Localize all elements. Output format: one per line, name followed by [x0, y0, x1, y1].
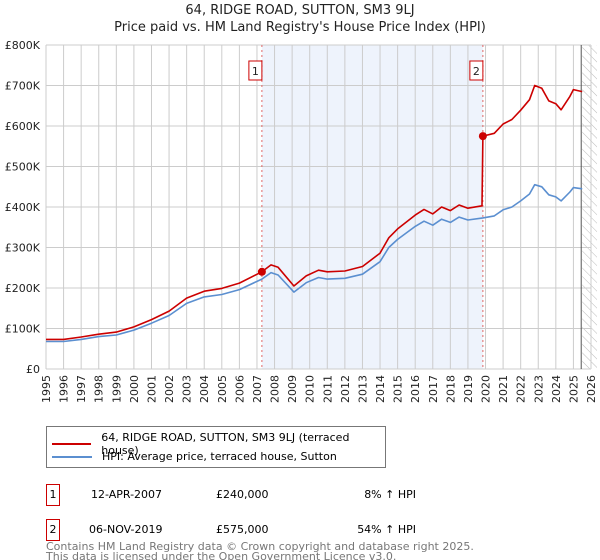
x-tick-label: 2013 [356, 375, 369, 403]
x-tick-label: 2010 [304, 375, 317, 403]
x-tick-label: 2017 [427, 375, 440, 403]
sale-point [478, 132, 487, 141]
footer-licence: This data is licensed under the Open Gov… [46, 550, 397, 560]
x-tick-label: 2006 [233, 375, 246, 403]
x-tick-label: 2020 [480, 375, 493, 403]
x-tick-label: 2004 [198, 375, 211, 403]
x-tick-label: 2008 [269, 375, 282, 403]
property-price-line [46, 84, 583, 341]
sale-label-box [248, 60, 263, 81]
legend-swatch-red [52, 443, 92, 445]
x-tick-label: 1999 [110, 375, 123, 403]
x-tick-label: 2018 [444, 375, 457, 403]
legend-swatch-blue [52, 455, 92, 458]
y-tick-label: £200K [5, 282, 41, 295]
x-tick-label: 2014 [374, 375, 387, 403]
x-tick-label: 2002 [163, 375, 176, 403]
x-tick-label: 2021 [497, 375, 510, 403]
sale-label: 1 [252, 65, 259, 78]
price-chart: 1995 1996 1997 1998 1999 2000 2001 2002 2003 2004… [5, 39, 598, 403]
transaction-price: £575,000 [216, 523, 269, 536]
y-tick-label: £300K [5, 242, 41, 255]
x-tick-label: 2007 [251, 375, 264, 403]
x-tick-label: 2009 [286, 375, 299, 403]
y-tick-label: £700K [5, 80, 41, 93]
x-tick-label: 2022 [515, 375, 528, 403]
legend-item-hpi: HPI: Average price, terraced house, Sutt… [52, 450, 337, 463]
chart-title: 64, RIDGE ROAD, SUTTON, SM3 9LJ [185, 3, 415, 18]
transaction-price: £240,000 [216, 488, 269, 501]
y-tick-label: £600K [5, 120, 41, 133]
x-tick-label: 2012 [339, 375, 352, 403]
legend-item-property: 64, RIDGE ROAD, SUTTON, SM3 9LJ (terrace… [52, 431, 385, 457]
x-tick-label: 1997 [75, 375, 88, 403]
transaction-row: 2 06-NOV-2019 £575,000 54% ↑ HPI [46, 519, 446, 541]
x-tick-label: 2019 [462, 375, 475, 403]
transaction-date: 06-NOV-2019 [89, 523, 163, 536]
legend: 64, RIDGE ROAD, SUTTON, SM3 9LJ (terrace… [46, 426, 386, 468]
x-tick-label: 1995 [40, 375, 53, 403]
legend-label: HPI: Average price, terraced house, Sutt… [102, 450, 337, 463]
y-tick-label: £100K [5, 323, 41, 336]
footer-copyright: Contains HM Land Registry data © Crown c… [46, 540, 474, 553]
y-tick-label: £0 [26, 363, 40, 376]
marker-badge: 1 [46, 484, 60, 506]
x-tick-label: 2016 [409, 375, 422, 403]
x-tick-label: 2024 [550, 375, 563, 403]
y-tick-label: £800K [5, 39, 41, 52]
x-tick-label: 2023 [532, 375, 545, 403]
sale-point [257, 267, 266, 276]
x-tick-label: 2011 [321, 375, 334, 403]
y-tick-label: £400K [5, 201, 41, 214]
x-tick-label: 1998 [93, 375, 106, 403]
transaction-hpi: 54% ↑ HPI [357, 523, 416, 536]
transaction-date: 12-APR-2007 [91, 488, 163, 501]
x-tick-label: 2005 [216, 375, 229, 403]
x-tick-label: 2025 [567, 375, 580, 403]
sale-label: 2 [473, 65, 480, 78]
legend-label: 64, RIDGE ROAD, SUTTON, SM3 9LJ (terrace… [101, 431, 350, 457]
sale-label-box [469, 60, 484, 81]
transaction-hpi: 8% ↑ HPI [364, 488, 416, 501]
y-tick-label: £500K [5, 161, 41, 174]
x-tick-label: 2001 [145, 375, 158, 403]
x-tick-label: 2026 [585, 375, 598, 403]
chart-subtitle: Price paid vs. HM Land Registry's House … [114, 20, 486, 35]
marker-badge: 2 [46, 519, 60, 541]
transaction-row: 1 12-APR-2007 £240,000 8% ↑ HPI [46, 484, 446, 506]
hpi-line [46, 183, 583, 343]
x-tick-label: 2015 [392, 375, 405, 403]
x-tick-label: 2000 [128, 375, 141, 403]
x-tick-label: 2003 [181, 375, 194, 403]
x-tick-label: 1996 [58, 375, 71, 403]
